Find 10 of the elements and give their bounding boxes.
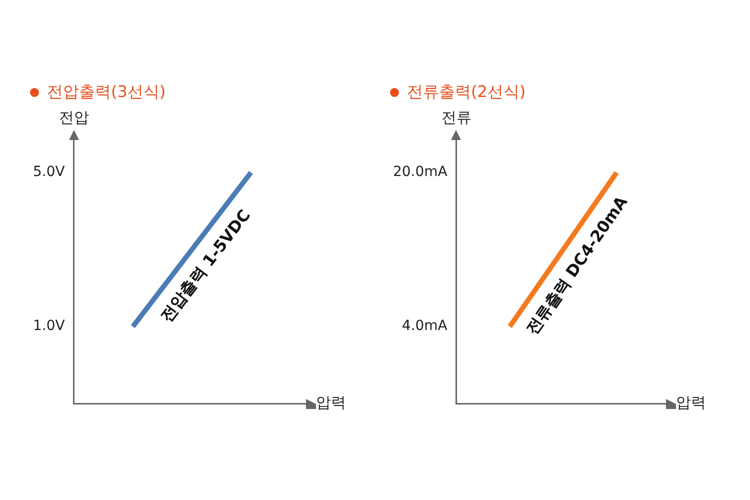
y-tick-label: 1.0V — [33, 318, 66, 334]
y-axis-title: 전류 — [441, 108, 472, 126]
chart-title: 전류출력(2선식) — [407, 82, 526, 102]
chart-title: 전압출력(3선식) — [47, 82, 166, 102]
y-tick-label: 5.0V — [33, 164, 66, 180]
y-tick-label: 20.0mA — [392, 164, 448, 180]
y-axis-title: 전압 — [58, 108, 89, 126]
x-axis-title: 압력 — [676, 393, 706, 412]
y-tick-label: 4.0mA — [402, 318, 448, 334]
x-axis-title: 압력 — [316, 393, 346, 412]
